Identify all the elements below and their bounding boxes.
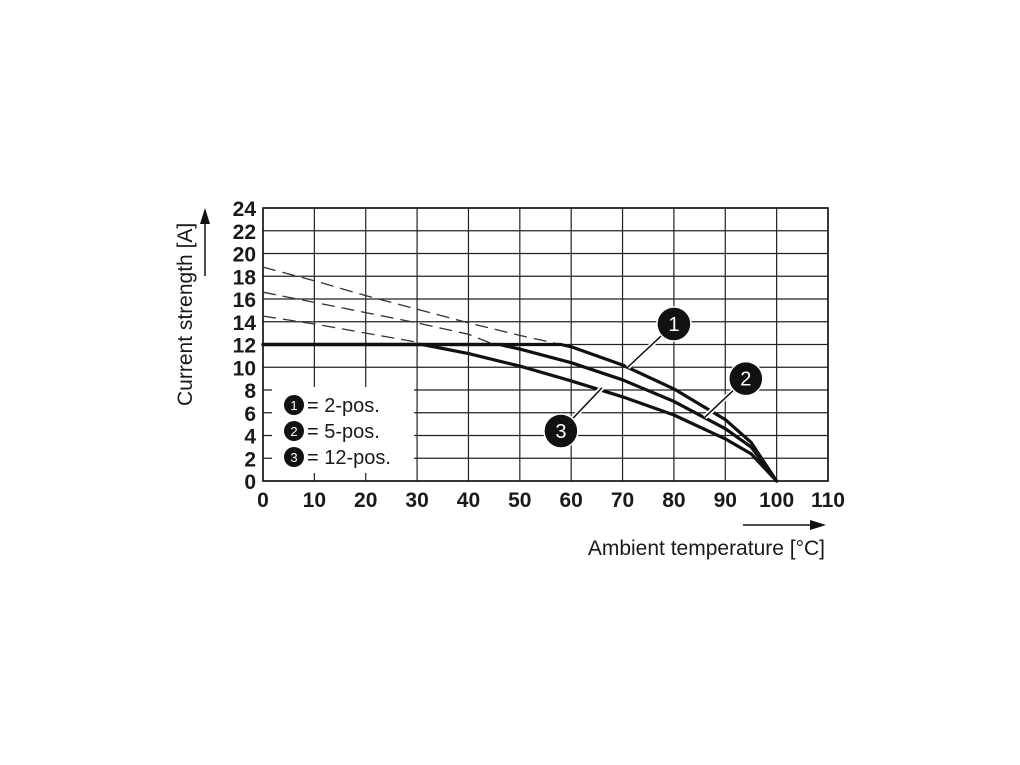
x-tick-label: 70 — [611, 489, 634, 512]
series-2-line — [261, 342, 779, 483]
legend-badge-3-number: 3 — [290, 450, 297, 465]
y-tick-label: 24 — [233, 198, 257, 221]
x-axis-title: Ambient temperature [°C] — [588, 520, 826, 560]
x-tick-label: 110 — [811, 489, 845, 512]
y-tick-label: 6 — [244, 403, 256, 426]
x-tick-label: 10 — [303, 489, 326, 512]
series-2-dashed-line — [262, 291, 495, 346]
series-1-dashed-line — [262, 266, 562, 346]
x-tick-label: 20 — [354, 489, 377, 512]
legend-label-2: = 5-pos. — [307, 421, 380, 443]
x-tick-label: 90 — [714, 489, 737, 512]
y-tick-label: 12 — [233, 335, 256, 358]
y-tick-label: 20 — [233, 244, 256, 267]
y-axis-arrow-head — [200, 208, 210, 224]
series-1-line — [261, 342, 779, 483]
y-tick-label: 4 — [244, 426, 256, 449]
series-3-line — [261, 342, 779, 483]
y-tick-label: 14 — [233, 312, 257, 335]
y-tick-label: 18 — [233, 266, 257, 289]
x-tick-label: 0 — [257, 489, 269, 512]
legend-badge-2 — [284, 421, 304, 441]
series-3-callout-badge — [543, 413, 579, 449]
series-callouts: 1 2 3 — [543, 306, 764, 449]
chart-series — [261, 266, 779, 483]
y-axis-title: Current strength [A] — [174, 208, 210, 406]
series-1-callout-number: 1 — [668, 314, 679, 336]
series-3-dashed-line — [262, 315, 423, 346]
x-axis-label: Ambient temperature [°C] — [588, 537, 825, 560]
y-axis-label: Current strength [A] — [174, 223, 197, 406]
legend-item-1: 1 = 2-pos. — [284, 395, 380, 417]
y-tick-label: 10 — [233, 357, 256, 380]
legend-badge-2-number: 2 — [290, 424, 297, 439]
legend-item-2: 2 = 5-pos. — [284, 421, 380, 443]
series-1-callout-badge — [656, 306, 692, 342]
y-tick-label: 0 — [244, 471, 256, 494]
x-tick-label: 50 — [508, 489, 531, 512]
x-axis-arrow-head — [810, 520, 826, 530]
y-tick-label: 22 — [233, 221, 256, 244]
series-3-callout-number: 3 — [555, 421, 566, 443]
legend-label-1: = 2-pos. — [307, 395, 380, 417]
y-tick-label: 8 — [244, 380, 256, 403]
y-tick-label: 16 — [233, 289, 256, 312]
x-tick-label: 30 — [405, 489, 428, 512]
y-tick-label: 2 — [244, 448, 256, 471]
x-tick-label: 80 — [662, 489, 685, 512]
chart-legend: 1 = 2-pos. 2 = 5-pos. 3 = 12-pos. — [272, 387, 414, 473]
legend-badge-3 — [284, 447, 304, 467]
series-2-callout-badge — [728, 360, 764, 397]
legend-badge-1 — [284, 395, 304, 415]
chart-grid — [262, 207, 829, 482]
x-tick-label: 100 — [759, 489, 794, 512]
x-tick-label: 60 — [560, 489, 583, 512]
series-2-callout-number: 2 — [740, 369, 751, 391]
legend-badge-1-number: 1 — [290, 398, 297, 413]
legend-item-3: 3 = 12-pos. — [284, 447, 391, 469]
legend-label-3: = 12-pos. — [307, 447, 391, 469]
x-tick-label: 40 — [457, 489, 480, 512]
chart-tick-labels: 0 10 20 30 40 50 60 70 80 90 100 110024681012141618… — [233, 198, 845, 512]
